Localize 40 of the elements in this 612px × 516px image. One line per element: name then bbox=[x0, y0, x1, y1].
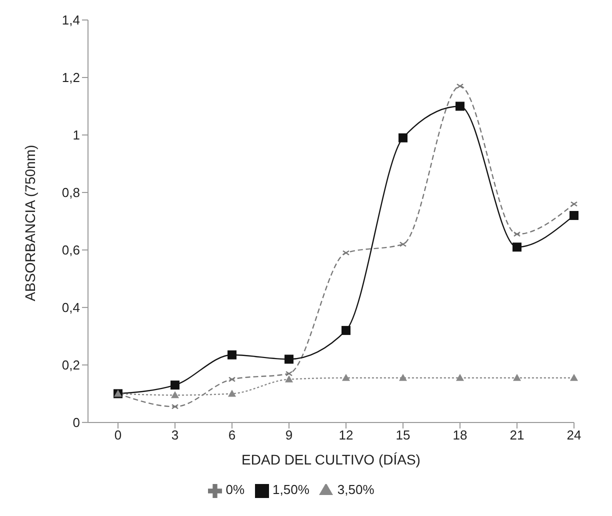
legend-label: 3,50% bbox=[337, 482, 374, 498]
y-tick-label: 1,2 bbox=[62, 70, 80, 86]
y-tick-label: 0,8 bbox=[62, 185, 80, 200]
x-tick-label: 0 bbox=[114, 428, 122, 443]
point bbox=[570, 374, 578, 381]
x-tick-label: 21 bbox=[510, 428, 524, 443]
legend-label: 1,50% bbox=[272, 482, 310, 498]
y-tick-label: 0,6 bbox=[62, 242, 80, 258]
x-tick-label: 3 bbox=[171, 428, 179, 443]
y-tick-label: 1,4 bbox=[62, 12, 80, 28]
y-tick-label: 0 bbox=[72, 415, 80, 430]
x-axis-title: EDAD DEL CULTIVO (DÍAS) bbox=[242, 451, 420, 468]
point bbox=[284, 354, 294, 364]
point bbox=[456, 102, 464, 111]
legend-label: 0% bbox=[226, 482, 245, 498]
point bbox=[513, 374, 521, 381]
point bbox=[342, 374, 350, 381]
point bbox=[285, 375, 293, 382]
point bbox=[171, 391, 179, 398]
x-tick-label: 15 bbox=[396, 428, 410, 443]
x-tick-label: 12 bbox=[338, 428, 354, 443]
point bbox=[228, 390, 236, 397]
y-tick-label: 0,4 bbox=[62, 300, 80, 316]
point bbox=[285, 370, 293, 376]
x-tick-label: 6 bbox=[228, 428, 236, 443]
point bbox=[570, 201, 578, 207]
point bbox=[570, 210, 578, 220]
point bbox=[342, 326, 350, 335]
x-tick-label: 24 bbox=[566, 428, 582, 443]
point bbox=[512, 242, 522, 252]
point bbox=[228, 350, 236, 360]
point bbox=[399, 374, 407, 381]
point bbox=[456, 374, 464, 381]
x-tick-label: 18 bbox=[452, 428, 468, 443]
point bbox=[398, 133, 408, 142]
point bbox=[170, 380, 180, 390]
x-tick-label: 9 bbox=[285, 428, 293, 443]
y-axis-title: ABSORBANCIA (750nm) bbox=[22, 144, 38, 302]
y-tick-label: 1 bbox=[72, 128, 80, 143]
y-tick-label: 0,2 bbox=[62, 358, 80, 373]
